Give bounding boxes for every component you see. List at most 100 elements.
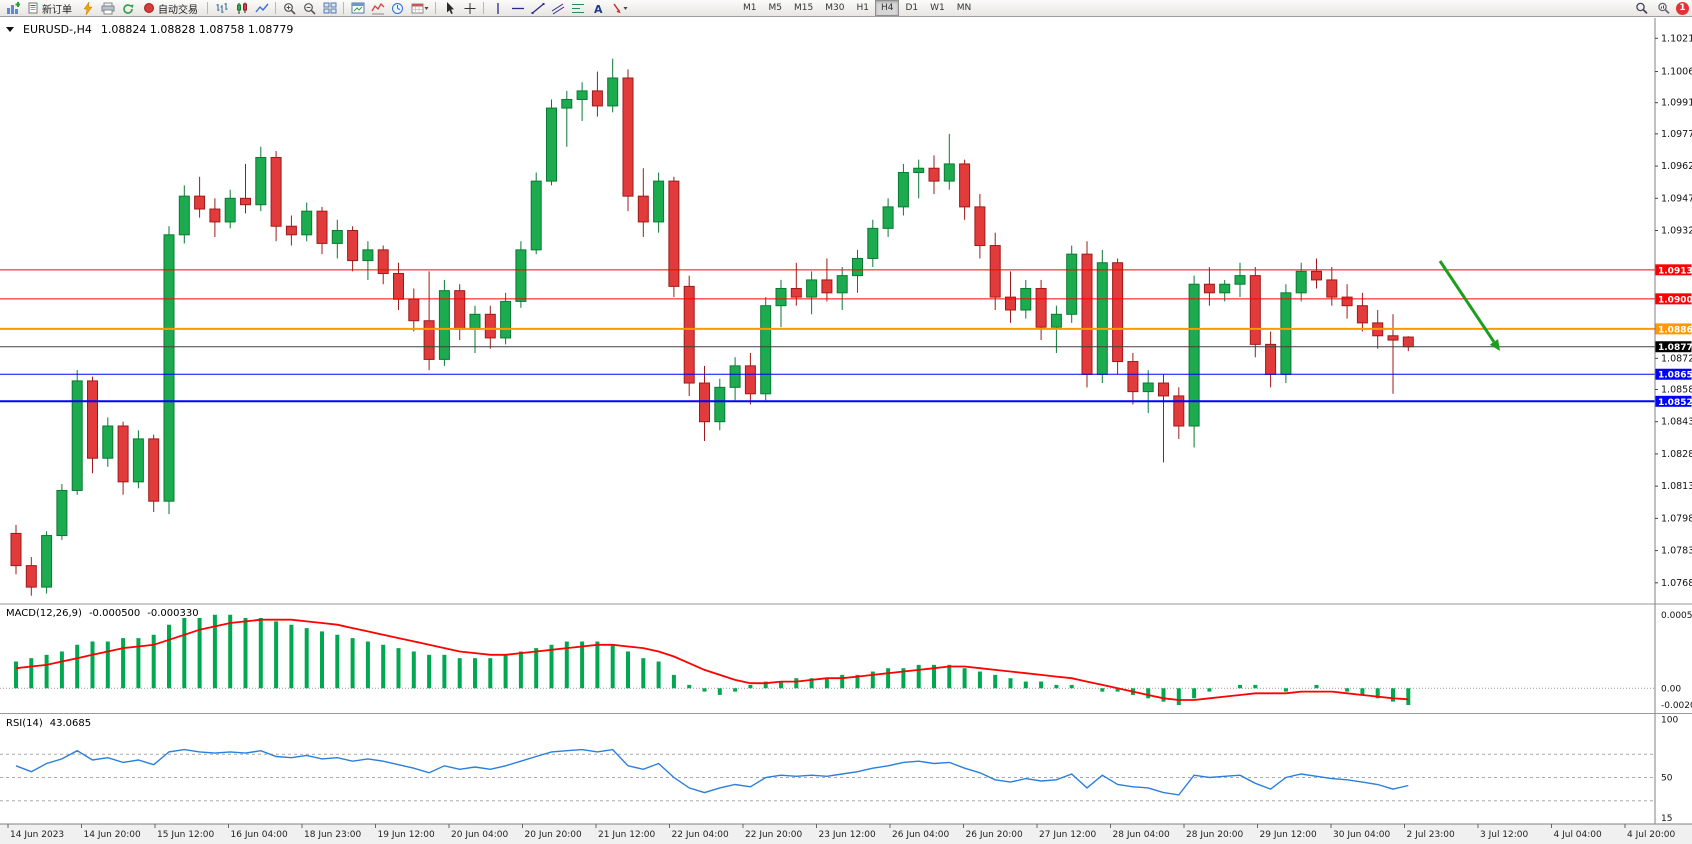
timeframe-m1[interactable]: M1 [743,3,757,13]
price-tick-label: 1.09770 [1661,129,1692,140]
time-label: 19 Jun 12:00 [378,830,435,840]
candle [347,226,359,272]
text-tool-icon[interactable]: A [588,1,607,16]
timeframe-w1[interactable]: W1 [930,3,945,13]
candle [546,99,557,186]
refresh-icon[interactable] [118,1,137,16]
time-label: 15 Jun 12:00 [157,830,214,840]
line-chart-icon[interactable] [252,1,271,16]
rsi-axis-label: 100 [1661,715,1678,725]
macd-label: MACD(12,26,9) -0.000500 -0.000330 [6,608,199,619]
chart-ohlc: 1.08824 1.08828 1.08758 1.08779 [100,23,294,36]
time-label: 3 Jul 12:00 [1480,830,1529,840]
candle [25,557,37,596]
new-order-label: 新订单 [42,4,72,16]
price-tag: 1.09137 [1655,264,1692,276]
price-tick-label: 1.07830 [1661,546,1692,557]
svg-text:1.09002: 1.09002 [1658,295,1692,305]
candle [117,421,129,495]
timeframe-mn[interactable]: MN [956,3,972,13]
timeframe-h1[interactable]: H1 [856,3,869,13]
bars-chart-icon[interactable] [212,1,231,16]
toolbar-separator [435,2,436,14]
candle [1234,262,1246,298]
clock-icon[interactable] [388,1,407,16]
candle [10,524,22,575]
candle [163,226,175,515]
new-order-button[interactable]: 新订单 [23,1,77,16]
notification-badge[interactable]: 1 [1676,1,1689,15]
chart-search-icon[interactable] [1654,1,1673,16]
crosshair-icon[interactable] [460,1,479,16]
chart-canvas[interactable]: 1.10215 1.10060 1.09915 1.09770 1.09620 1.094… [0,18,1692,844]
time-label: 20 Jun 04:00 [451,830,508,840]
metaeditor-icon[interactable] [78,1,97,16]
timeframe-m5[interactable]: M5 [768,3,783,13]
candle [607,58,619,113]
chart-menu-icon[interactable] [6,27,14,32]
timeframe-d1[interactable]: D1 [905,3,919,13]
svg-text:1.08779: 1.08779 [1658,343,1692,353]
toolbar: 新订单 自动交易 A M1 M5 M15 M30 H1 H4 D1 W1 MN 1 [0,0,1692,17]
chart-background[interactable] [0,18,1692,844]
arrows-tool-icon[interactable] [608,1,631,16]
print-icon[interactable] [98,1,117,16]
timeframe-h4[interactable]: H4 [874,0,900,16]
zoom-out-icon[interactable] [300,1,319,16]
price-axis[interactable]: 1.10215 1.10060 1.09915 1.09770 1.09620 1.094… [1655,33,1692,589]
price-tick-label: 1.10215 [1661,33,1692,44]
channel-icon[interactable] [548,1,567,16]
new-chart-icon[interactable] [3,1,22,16]
candle [240,163,251,214]
candle [683,275,695,396]
cursor-icon[interactable] [440,1,459,16]
candle [1188,275,1200,448]
indicators-icon[interactable] [368,1,387,16]
candle [1295,262,1307,302]
candle [362,241,374,280]
timeframe-m30[interactable]: M30 [825,3,845,13]
candle [806,271,818,315]
candle [224,189,236,229]
arrow-annotation[interactable] [1438,260,1500,351]
calendar-icon[interactable] [408,1,431,16]
time-label: 14 Jun 20:00 [84,830,141,840]
chart-window-icon[interactable] [348,1,367,16]
candle [484,305,496,349]
candle [1142,370,1154,414]
candle [41,531,53,594]
candle [56,484,68,540]
svg-text:1.08525: 1.08525 [1658,398,1692,408]
time-label: 27 Jun 12:00 [1039,830,1096,840]
toolbar-right-group: 1 [1632,1,1689,16]
fibonacci-icon[interactable] [568,1,587,16]
zoom-in-icon[interactable] [280,1,299,16]
horizontal-line-icon[interactable] [508,1,527,16]
candle [500,292,512,345]
price-tick-label: 1.08130 [1661,481,1692,492]
candle [71,370,83,495]
rsi-line [15,748,1409,796]
time-label: 18 Jun 23:00 [304,830,361,840]
price-tick-label: 1.09320 [1661,226,1692,237]
vertical-line-icon[interactable] [488,1,507,16]
candlestick-chart-icon[interactable] [232,1,251,16]
timeframe-m15[interactable]: M15 [794,3,814,13]
candle [836,267,848,310]
candle [1035,279,1047,341]
search-icon[interactable] [1632,1,1651,16]
tile-windows-icon[interactable] [320,1,339,16]
time-axis[interactable] [0,824,1692,844]
toolbar-separator [275,2,276,14]
candle [1005,271,1016,323]
candle [653,172,665,233]
autotrading-button[interactable]: 自动交易 [138,1,203,16]
trendline-icon[interactable] [528,1,547,16]
candle [270,151,282,242]
candle [744,352,756,405]
candle [928,155,940,194]
chart-area[interactable]: 1.10215 1.10060 1.09915 1.09770 1.09620 1.094… [0,18,1692,844]
macd-value-main: -0.000500 [88,608,141,619]
